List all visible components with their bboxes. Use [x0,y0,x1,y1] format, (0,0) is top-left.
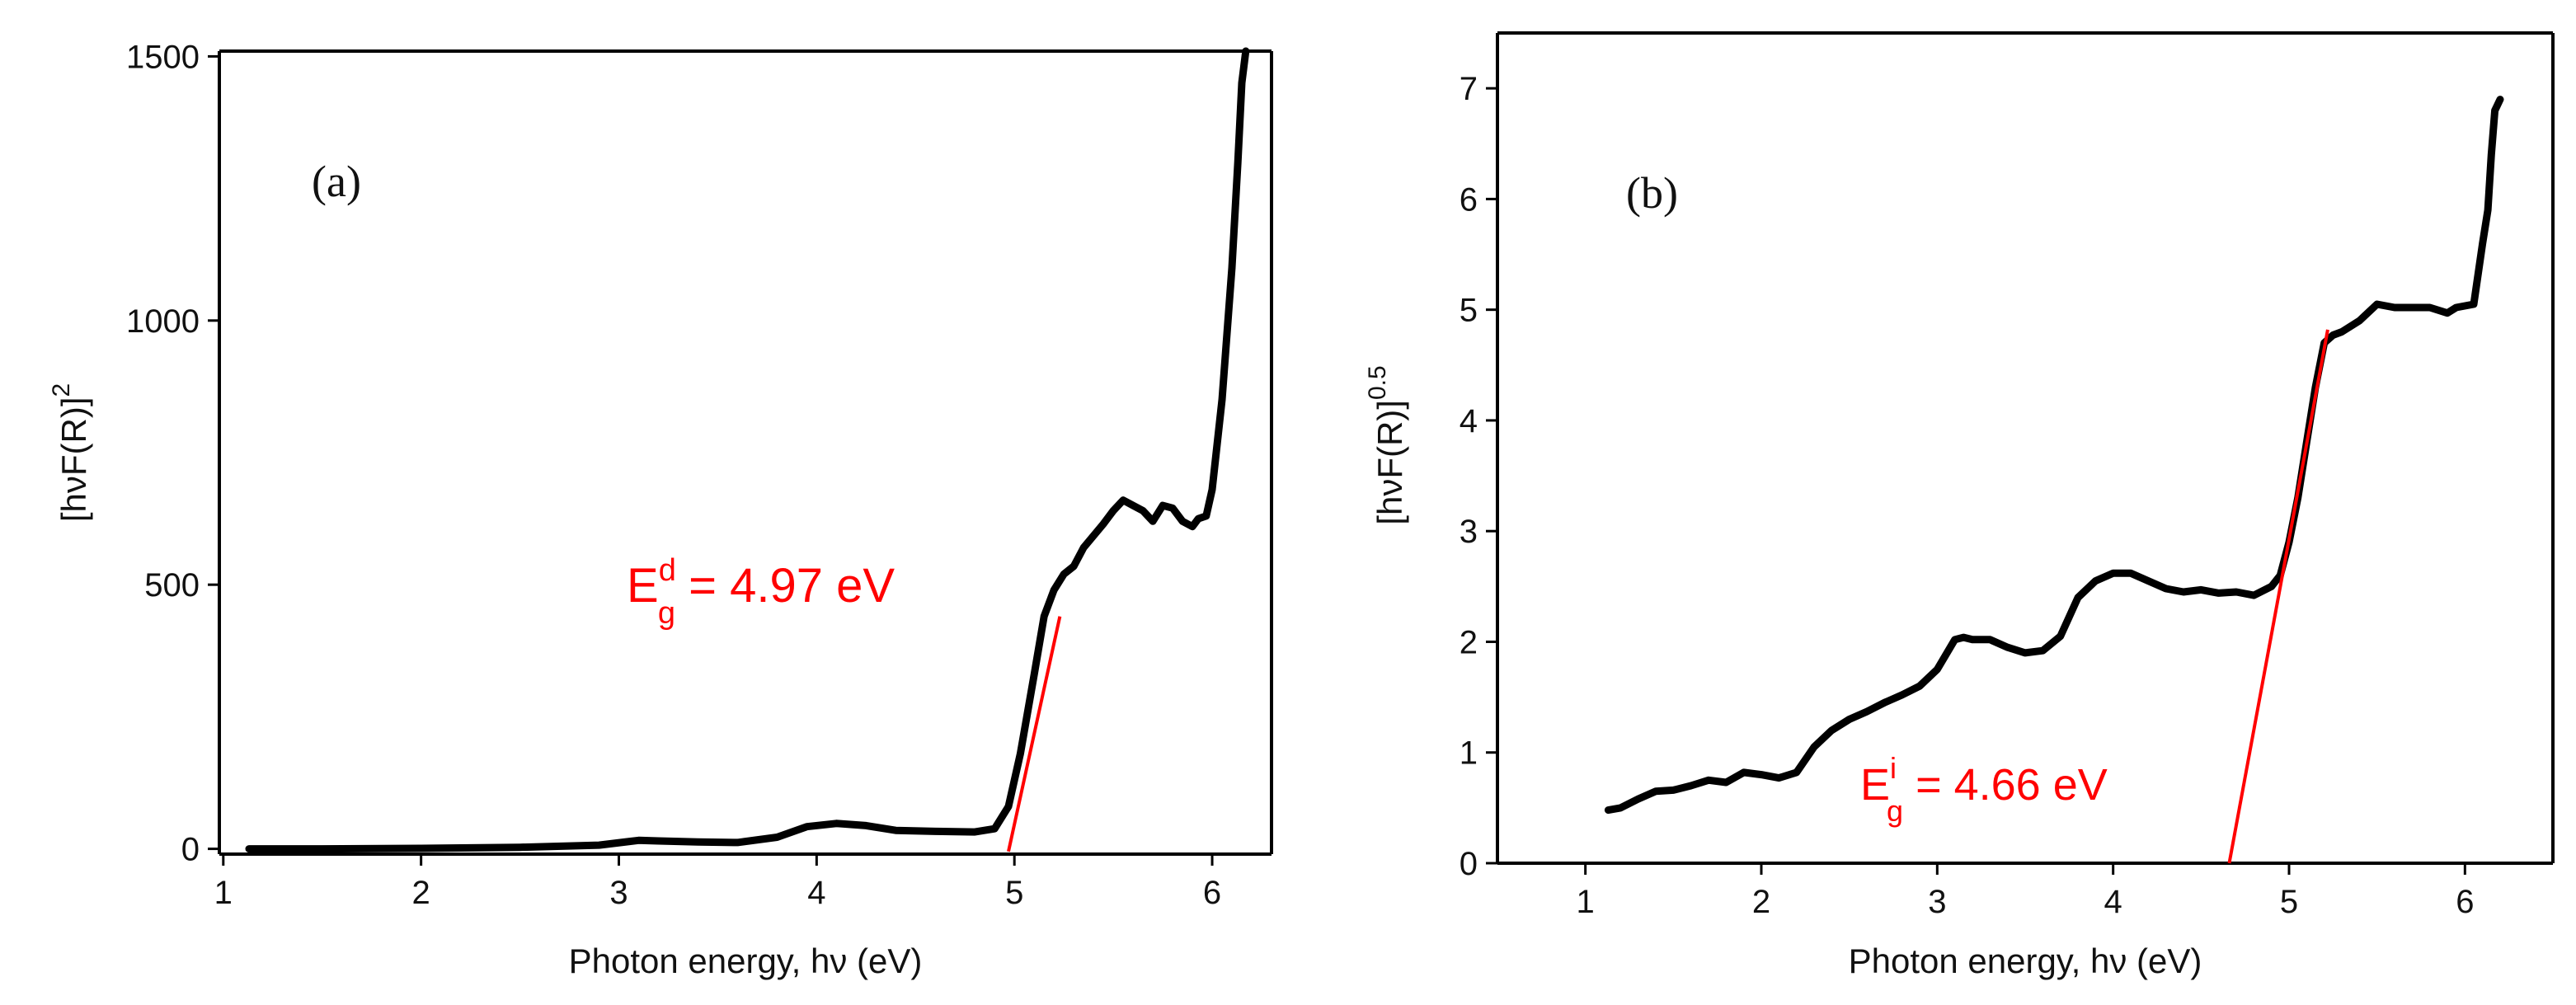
panel-b-y-tick-label-4: 4 [1460,403,1478,439]
panel-a-y-tick-label-1000: 1000 [126,303,200,340]
panel-b-chart: 1 2 3 4 5 6 0 1 2 3 4 5 6 7 Photon energy, hν (eV) [… [1364,31,2555,980]
panel-b-plot-area [1604,96,2504,864]
panel-b-y-tick-label-7: 7 [1460,71,1478,107]
panel-a-y-axis-title: [hνF(R)]2 [48,383,93,522]
panel-a-frame [218,49,1273,856]
panel-b-series-line-0 [1604,96,2504,815]
panel-a-tauc-fit-line [1007,616,1062,852]
panel-a-label: (a) [312,157,361,206]
panel-a-series-line-0 [245,47,1250,853]
panel-a-x-tick-label-6: 6 [1203,875,1221,911]
panel-a-anno-sup: d [659,553,676,588]
panel-b-y-axis-title-exp: 0.5 [1364,365,1391,400]
panel-a-y-tick-label-0: 0 [181,832,200,868]
panel-b-x-tick-label-2: 2 [1752,884,1770,920]
panel-a-y-tick-label-500: 500 [144,567,200,603]
panel-b-anno-rest: = 4.66 eV [1903,760,2108,810]
panel-b-frame [1496,31,2555,865]
panel-b-label: (b) [1626,168,1678,218]
panel-a-y-axis-title-exp: 2 [48,383,75,397]
panel-b-x-tick-label-3: 3 [1928,884,1946,920]
panel-b-y-tick-label-5: 5 [1460,293,1478,329]
panel-b-y-tick-label-3: 3 [1460,514,1478,550]
panel-a-chart: 1 2 3 4 5 6 0 500 1000 1500 Photon energy, hν (e… [48,39,1273,980]
panel-b-y-tick-label-2: 2 [1460,624,1478,660]
panel-b-y-ticks: 0 1 2 3 4 5 6 7 [1460,71,1497,882]
panel-a-plot-area [245,47,1250,853]
panel-b-tauc-fit-line [2227,329,2329,864]
panel-b-y-tick-label-1: 1 [1460,735,1478,772]
panel-b-anno-sub: g [1887,794,1903,828]
panel-a-y-axis-title-base: [hνF(R)] [54,397,93,523]
panel-a-x-tick-label-4: 4 [807,875,825,911]
panel-a-x-tick-label-5: 5 [1005,875,1023,911]
panel-b-x-tick-label-6: 6 [2456,884,2474,920]
panel-a-anno-rest: = 4.97 eV [675,559,895,613]
panel-b-y-tick-label-0: 0 [1460,846,1478,882]
panel-b-x-axis-title: Photon energy, hν (eV) [1849,942,2202,980]
panel-b-anno-sup: i [1890,751,1897,785]
panel-a-anno-sub: g [658,596,675,631]
panel-a-anno-main: E [627,559,659,613]
panel-a-x-axis-title: Photon energy, hν (eV) [569,942,923,980]
panel-a-x-ticks: 1 2 3 4 5 6 [214,854,1221,911]
panel-b-anno-main: E [1860,760,1890,810]
panel-b-bandgap-annotation: Ei g = 4.66 eV [1860,751,2108,828]
panel-a-bandgap-annotation: Ed g = 4.97 eV [627,553,895,631]
panel-b-x-tick-label-1: 1 [1577,884,1595,920]
panel-b-y-tick-label-6: 6 [1460,181,1478,218]
panel-b-x-tick-label-4: 4 [2104,884,2122,920]
panel-a-y-tick-label-1500: 1500 [126,39,200,75]
panel-a-x-tick-label-3: 3 [609,875,628,911]
panel-b-y-axis-title: [hνF(R)]0.5 [1364,365,1409,524]
panel-b-y-axis-title-base: [hνF(R)] [1370,400,1409,525]
panel-a-y-ticks: 0 500 1000 1500 [126,39,219,868]
panel-b-x-tick-label-5: 5 [2280,884,2298,920]
panel-b-x-ticks: 1 2 3 4 5 6 [1577,863,2474,920]
panel-a-x-tick-label-2: 2 [412,875,430,911]
panel-a-x-tick-label-1: 1 [214,875,233,911]
